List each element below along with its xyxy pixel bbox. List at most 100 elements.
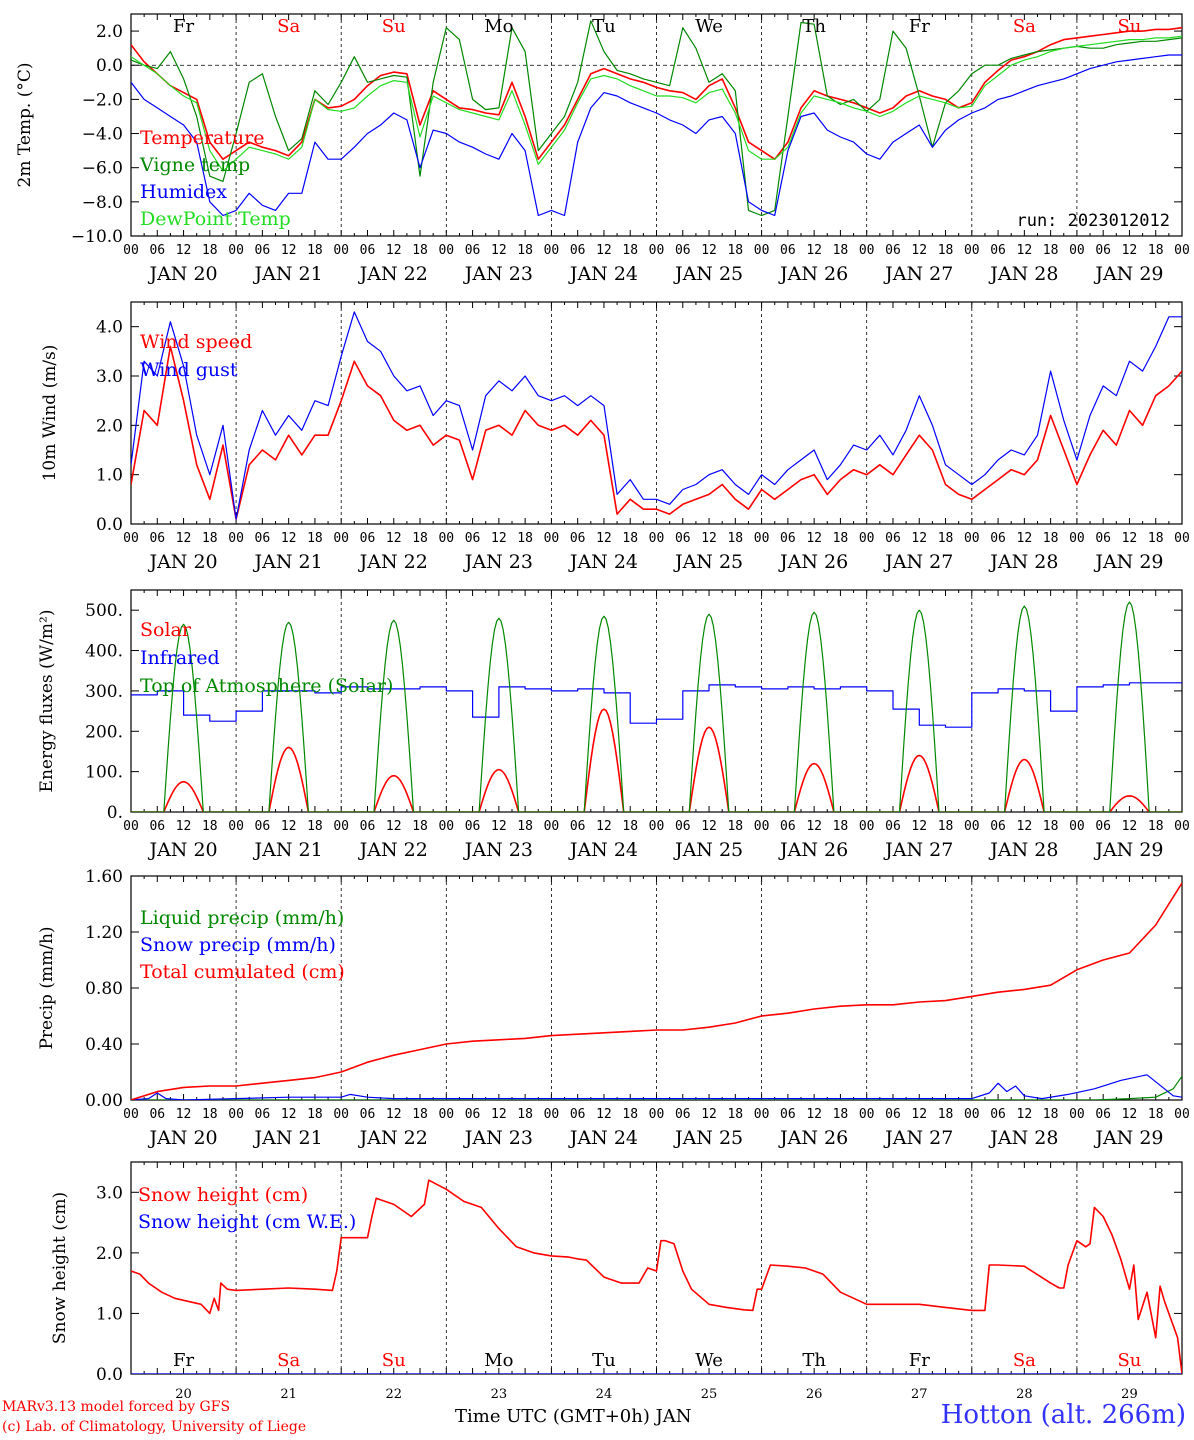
hour-tick-label: 18 <box>938 243 954 258</box>
series-line-humidex <box>131 54 1182 217</box>
bottom-date-label: 20 <box>175 1387 192 1402</box>
hour-tick-label: 00 <box>333 531 349 546</box>
date-label: JAN 27 <box>883 1127 953 1149</box>
hour-tick-label: 18 <box>202 243 218 258</box>
hour-tick-label: 12 <box>176 819 192 834</box>
date-label: JAN 23 <box>463 263 533 285</box>
hour-tick-label: 18 <box>307 819 323 834</box>
hour-tick-label: 12 <box>491 819 507 834</box>
series-line-solar <box>131 708 1182 812</box>
series-line-snow-precip-mm-h <box>131 1074 1182 1100</box>
day-name-label: Tu <box>592 16 616 37</box>
hour-tick-label: 06 <box>780 243 796 258</box>
panel-5 <box>130 1161 1183 1375</box>
hour-tick-label: 00 <box>1069 243 1085 258</box>
y-tick-label: 3.0 <box>96 1183 123 1203</box>
day-name-label: Mo <box>484 1350 513 1371</box>
hour-tick-label: 12 <box>1122 819 1138 834</box>
hour-tick-label: 00 <box>859 1107 875 1122</box>
day-name-label: Fr <box>909 1350 930 1371</box>
series-line-top-of-atmosphere-solar <box>131 601 1182 812</box>
hour-tick-label: 06 <box>885 531 901 546</box>
hour-tick-label: 06 <box>255 531 271 546</box>
y-tick-label: 2.0 <box>96 416 123 436</box>
y-tick-label: 1.0 <box>96 466 123 486</box>
bottom-date-label: 23 <box>491 1387 508 1402</box>
x-axis-title: Time UTC (GMT+0h) JAN <box>455 1406 692 1427</box>
hour-tick-label: 00 <box>1174 531 1190 546</box>
model-credit-line-1: MARv3.13 model forced by GFS <box>2 1399 231 1415</box>
day-name-label: Sa <box>1013 1350 1036 1371</box>
hour-tick-label: 18 <box>1043 243 1059 258</box>
legend-entry-infrared: Infrared <box>140 647 220 669</box>
y-tick-label: 0.0 <box>96 1365 123 1385</box>
series-line-temperature <box>131 26 1182 160</box>
hour-tick-label: 00 <box>544 531 560 546</box>
day-name-label: Mo <box>484 16 513 37</box>
hour-tick-label: 18 <box>1148 243 1164 258</box>
hour-tick-label: 18 <box>833 243 849 258</box>
hour-tick-label: 06 <box>255 243 271 258</box>
hour-tick-label: 06 <box>570 1107 586 1122</box>
hour-tick-label: 18 <box>1043 1107 1059 1122</box>
hour-tick-label: 18 <box>412 1107 428 1122</box>
date-label: JAN 20 <box>147 839 217 861</box>
date-label: JAN 28 <box>988 263 1058 285</box>
date-label: JAN 26 <box>778 1127 848 1149</box>
series-line-total-cumulated-cm <box>131 882 1182 1100</box>
y-tick-label: 1.60 <box>85 867 123 887</box>
hour-tick-label: 06 <box>1095 819 1111 834</box>
hour-tick-label: 12 <box>386 531 402 546</box>
hour-tick-label: 18 <box>727 819 743 834</box>
run-annotation: run: 2023012012 <box>1016 211 1170 231</box>
day-name-label: Su <box>1117 16 1141 37</box>
hour-tick-label: 00 <box>859 531 875 546</box>
legend-entry-snow-height-cm: Snow height (cm) <box>138 1184 308 1206</box>
date-label: JAN 21 <box>253 1127 323 1149</box>
date-label: JAN 22 <box>358 551 428 573</box>
day-name-label: Tu <box>592 1350 616 1371</box>
date-label: JAN 21 <box>253 263 323 285</box>
hour-tick-label: 00 <box>964 243 980 258</box>
hour-tick-label: 00 <box>123 819 139 834</box>
y-tick-label: 200. <box>85 722 123 742</box>
date-label: JAN 21 <box>253 551 323 573</box>
hour-tick-label: 06 <box>675 531 691 546</box>
hour-tick-label: 00 <box>123 243 139 258</box>
date-label: JAN 22 <box>358 1127 428 1149</box>
hour-tick-label: 12 <box>1017 243 1033 258</box>
hour-tick-label: 06 <box>780 531 796 546</box>
day-name-label: We <box>695 16 723 37</box>
hour-tick-label: 06 <box>885 819 901 834</box>
hour-tick-label: 06 <box>1095 531 1111 546</box>
date-label: JAN 20 <box>147 551 217 573</box>
y-tick-label: −6.0 <box>82 159 123 179</box>
hour-tick-label: 00 <box>438 819 454 834</box>
series-line-snow-height-cm <box>131 1179 1182 1374</box>
hour-tick-label: 00 <box>544 243 560 258</box>
day-name-label: Sa <box>277 16 300 37</box>
hour-tick-label: 00 <box>438 1107 454 1122</box>
hour-tick-label: 12 <box>491 531 507 546</box>
hour-tick-label: 12 <box>1017 531 1033 546</box>
y-tick-label: 0.0 <box>96 515 123 535</box>
y-tick-label: 0. <box>107 803 123 823</box>
hour-tick-label: 00 <box>1174 1107 1190 1122</box>
legend-entry-top-of-atmosphere-solar: Top of Atmosphere (Solar) <box>140 675 393 697</box>
hour-tick-label: 06 <box>465 1107 481 1122</box>
hour-tick-label: 18 <box>833 819 849 834</box>
y-axis-label: 2m Temp. (°C) <box>15 62 35 187</box>
date-label: JAN 24 <box>568 839 638 861</box>
hour-tick-label: 00 <box>649 819 665 834</box>
hour-tick-label: 18 <box>938 819 954 834</box>
hour-tick-label: 06 <box>990 819 1006 834</box>
y-tick-label: 1.20 <box>85 923 123 943</box>
legend-entry-solar: Solar <box>140 619 192 641</box>
hour-tick-label: 00 <box>754 819 770 834</box>
hour-tick-label: 18 <box>622 1107 638 1122</box>
hour-tick-label: 00 <box>859 243 875 258</box>
series-line-liquid-precip-mm-h <box>131 1075 1182 1100</box>
hour-tick-label: 12 <box>806 1107 822 1122</box>
hour-tick-label: 00 <box>228 531 244 546</box>
hour-tick-label: 00 <box>228 1107 244 1122</box>
